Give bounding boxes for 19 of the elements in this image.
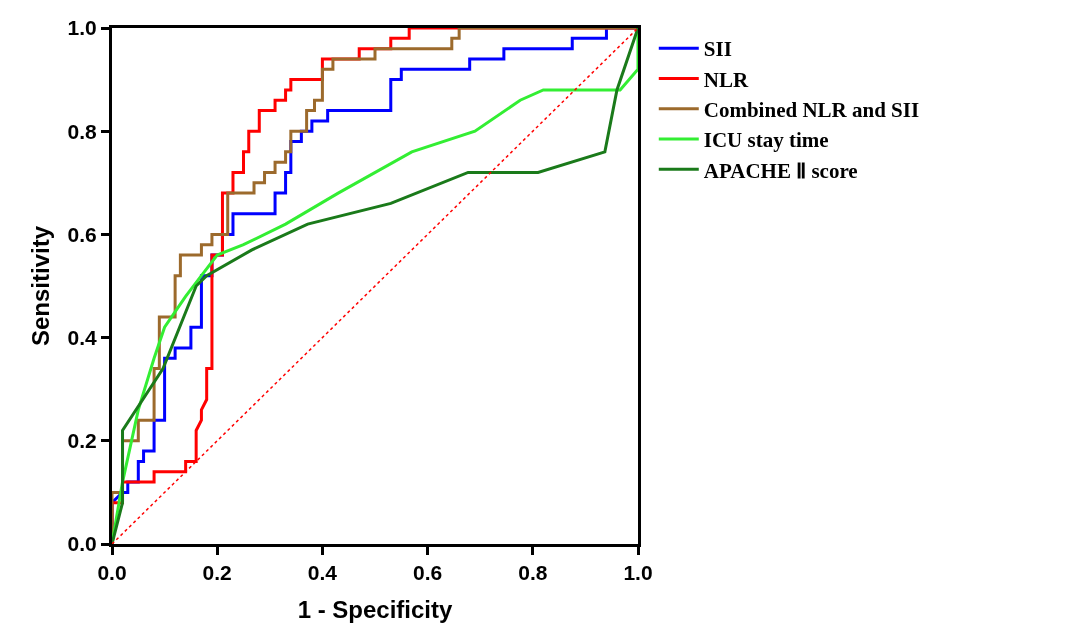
x-tick-label: 0.8 (518, 561, 548, 585)
y-tick-label: 1.0 (67, 16, 97, 40)
legend-label: ICU stay time (703, 128, 829, 153)
x-tick-label: 1.0 (623, 561, 653, 585)
x-axis-title: 1 - Specificity (297, 595, 454, 623)
y-tick-label: 0.2 (67, 429, 97, 453)
y-tick-label: 0.6 (67, 222, 97, 246)
legend-label: Combined NLR and SII (703, 97, 920, 122)
y-axis-title: Sensitivity (26, 225, 54, 347)
x-tick-label: 0.0 (97, 561, 127, 585)
y-tick-label: 0.4 (67, 325, 98, 349)
y-tick-label: 0.8 (67, 119, 98, 143)
legend-label: NLR (703, 67, 749, 92)
x-tick-label: 0.2 (202, 561, 232, 585)
legend-label: SII (703, 37, 732, 62)
x-tick-label: 0.4 (307, 561, 338, 585)
y-tick-label: 0.0 (67, 532, 97, 556)
legend-label: APACHE Ⅱ score (703, 158, 858, 183)
x-tick-label: 0.6 (413, 561, 443, 585)
